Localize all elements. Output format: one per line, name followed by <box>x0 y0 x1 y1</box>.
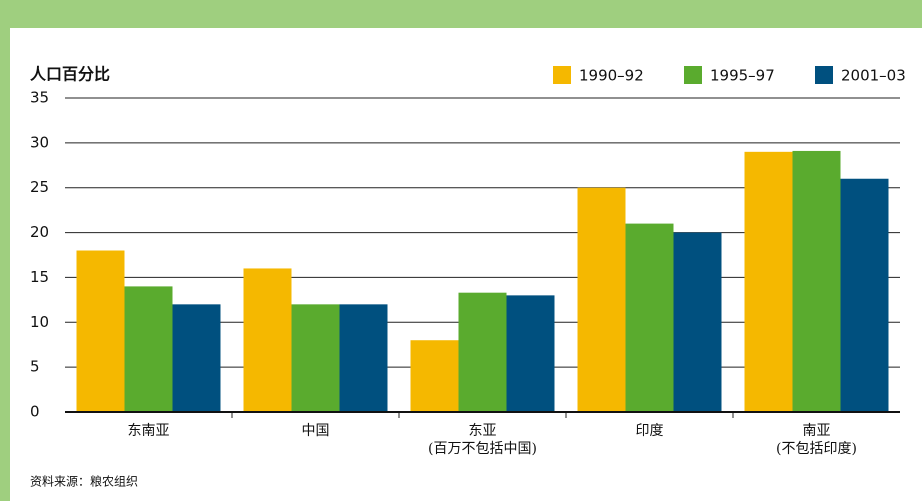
left-band <box>0 0 10 501</box>
header-band <box>0 0 922 28</box>
y-tick-label: 25 <box>30 178 49 196</box>
x-tick-label: 南亚 (不包括印度) <box>776 423 857 457</box>
source: 资料来源：粮农组织 <box>30 474 138 489</box>
bar <box>506 295 555 412</box>
legend-label: 1990–92 <box>579 67 644 85</box>
bar <box>840 178 889 412</box>
bar <box>339 304 388 412</box>
bar <box>744 151 793 413</box>
legend-swatch <box>815 66 833 84</box>
y-tick-label: 20 <box>30 223 49 241</box>
y-tick-label: 15 <box>30 268 49 286</box>
x-tick-label: 印度 <box>635 423 664 439</box>
y-tick-label: 5 <box>30 358 40 376</box>
bar <box>172 304 221 412</box>
bar <box>577 187 626 412</box>
y-axis-label: 人口百分比 <box>30 65 110 84</box>
bar <box>410 340 459 412</box>
legend-label: 1995–97 <box>710 67 775 85</box>
legend-swatch <box>684 66 702 84</box>
y-tick-label: 0 <box>30 403 40 421</box>
bar <box>673 232 722 412</box>
y-tick-label: 35 <box>30 89 49 107</box>
bar <box>243 268 292 412</box>
bar <box>124 286 173 412</box>
y-tick-label: 10 <box>30 313 49 331</box>
bar <box>458 292 507 412</box>
x-tick-label: 东南亚 <box>127 423 170 439</box>
legend-swatch <box>553 66 571 84</box>
bar <box>792 150 841 412</box>
y-tick-label: 30 <box>30 133 49 151</box>
x-tick-label: 中国 <box>301 423 330 439</box>
x-tick-label: 东亚 (百万不包括中国) <box>428 423 537 457</box>
bar <box>291 304 340 412</box>
legend-label: 2001–03 <box>841 67 906 85</box>
bar <box>625 223 674 412</box>
bar <box>76 250 125 412</box>
